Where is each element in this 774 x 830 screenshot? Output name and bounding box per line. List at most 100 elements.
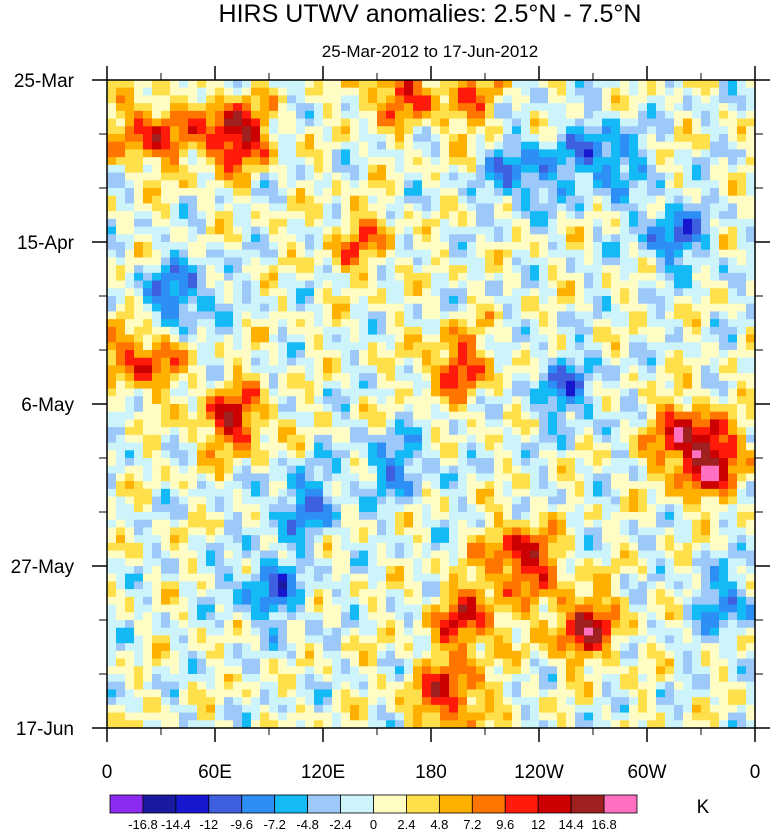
heatmap-cell xyxy=(485,203,495,212)
heatmap-cell xyxy=(602,473,612,482)
heatmap-cell xyxy=(656,288,666,297)
heatmap-cell xyxy=(125,272,135,282)
heatmap-cell xyxy=(602,272,612,282)
heatmap-cell xyxy=(692,334,702,343)
heatmap-cell xyxy=(656,512,666,521)
heatmap-cell xyxy=(710,504,720,513)
heatmap-cell xyxy=(251,249,261,259)
heatmap-cell xyxy=(107,450,117,459)
heatmap-cell xyxy=(458,550,468,559)
heatmap-cell xyxy=(701,164,711,174)
heatmap-cell xyxy=(476,95,486,104)
heatmap-cell xyxy=(530,342,540,351)
heatmap-cell xyxy=(593,234,603,243)
heatmap-cell xyxy=(350,288,360,297)
heatmap-cell xyxy=(638,496,648,505)
heatmap-cell xyxy=(413,573,423,583)
heatmap-cell xyxy=(206,118,216,127)
heatmap-cell xyxy=(512,550,522,559)
heatmap-cell xyxy=(395,80,405,89)
heatmap-cell xyxy=(350,427,360,436)
heatmap-cell xyxy=(674,350,684,359)
heatmap-cell xyxy=(728,234,738,243)
heatmap-cell xyxy=(413,373,423,382)
heatmap-cell xyxy=(449,87,459,97)
heatmap-cell xyxy=(593,473,603,482)
heatmap-cell xyxy=(215,110,225,120)
heatmap-cell xyxy=(692,180,702,189)
heatmap-cell xyxy=(386,350,396,359)
heatmap-cell xyxy=(422,257,432,266)
heatmap-cell xyxy=(530,465,540,475)
heatmap-cell xyxy=(539,581,549,590)
heatmap-cell xyxy=(296,519,306,529)
heatmap-cell xyxy=(332,504,342,513)
heatmap-cell xyxy=(359,411,369,421)
heatmap-cell xyxy=(683,566,693,575)
heatmap-cell xyxy=(467,442,477,451)
heatmap-cell xyxy=(170,519,180,529)
heatmap-cell xyxy=(566,419,576,428)
heatmap-cell xyxy=(638,172,648,181)
heatmap-cell xyxy=(719,373,729,382)
heatmap-cell xyxy=(359,296,369,305)
heatmap-cell xyxy=(629,558,639,567)
heatmap-cell xyxy=(260,87,270,97)
heatmap-cell xyxy=(539,542,549,552)
heatmap-cell xyxy=(656,95,666,104)
heatmap-cell xyxy=(521,488,531,498)
heatmap-cell xyxy=(422,272,432,282)
heatmap-cell xyxy=(728,357,738,367)
heatmap-cell xyxy=(440,80,450,89)
heatmap-cell xyxy=(287,95,297,104)
heatmap-cell xyxy=(197,342,207,351)
heatmap-cell xyxy=(224,481,234,490)
heatmap-cell xyxy=(125,396,135,405)
heatmap-cell xyxy=(359,95,369,104)
heatmap-cell xyxy=(494,103,504,112)
heatmap-cell xyxy=(449,103,459,112)
heatmap-cell xyxy=(692,296,702,305)
heatmap-cell xyxy=(287,488,297,498)
heatmap-cell xyxy=(728,180,738,189)
heatmap-cell xyxy=(341,126,351,135)
heatmap-cell xyxy=(665,257,675,266)
heatmap-cell xyxy=(206,496,216,505)
heatmap-cell xyxy=(512,504,522,513)
heatmap-cell xyxy=(512,473,522,482)
heatmap-cell xyxy=(188,380,198,390)
heatmap-cell xyxy=(728,496,738,505)
heatmap-cell xyxy=(494,95,504,104)
heatmap-cell xyxy=(278,95,288,104)
heatmap-cell xyxy=(152,319,162,328)
heatmap-cell xyxy=(521,126,531,135)
heatmap-cell xyxy=(647,458,657,467)
heatmap-cell xyxy=(719,180,729,189)
heatmap-cell xyxy=(134,519,144,529)
heatmap-cell xyxy=(575,172,585,181)
heatmap-cell xyxy=(458,512,468,521)
heatmap-cell xyxy=(485,87,495,97)
heatmap-cell xyxy=(683,303,693,313)
heatmap-cell xyxy=(422,195,432,205)
heatmap-cell xyxy=(530,257,540,266)
heatmap-cell xyxy=(584,566,594,575)
heatmap-cell xyxy=(593,134,603,143)
heatmap-cell xyxy=(143,296,153,305)
heatmap-cell xyxy=(197,126,207,135)
heatmap-cell xyxy=(611,103,621,112)
heatmap-cell xyxy=(116,504,126,513)
heatmap-cell xyxy=(719,550,729,559)
heatmap-cell xyxy=(161,303,171,313)
heatmap-cell xyxy=(476,218,486,228)
heatmap-cell xyxy=(656,442,666,451)
heatmap-cell xyxy=(584,118,594,127)
heatmap-cell xyxy=(458,272,468,282)
heatmap-cell xyxy=(287,226,297,235)
heatmap-cell xyxy=(395,488,405,498)
heatmap-cell xyxy=(197,288,207,297)
heatmap-cell xyxy=(503,388,513,397)
heatmap-cell xyxy=(611,211,621,220)
heatmap-cell xyxy=(638,234,648,243)
heatmap-cell xyxy=(593,566,603,575)
